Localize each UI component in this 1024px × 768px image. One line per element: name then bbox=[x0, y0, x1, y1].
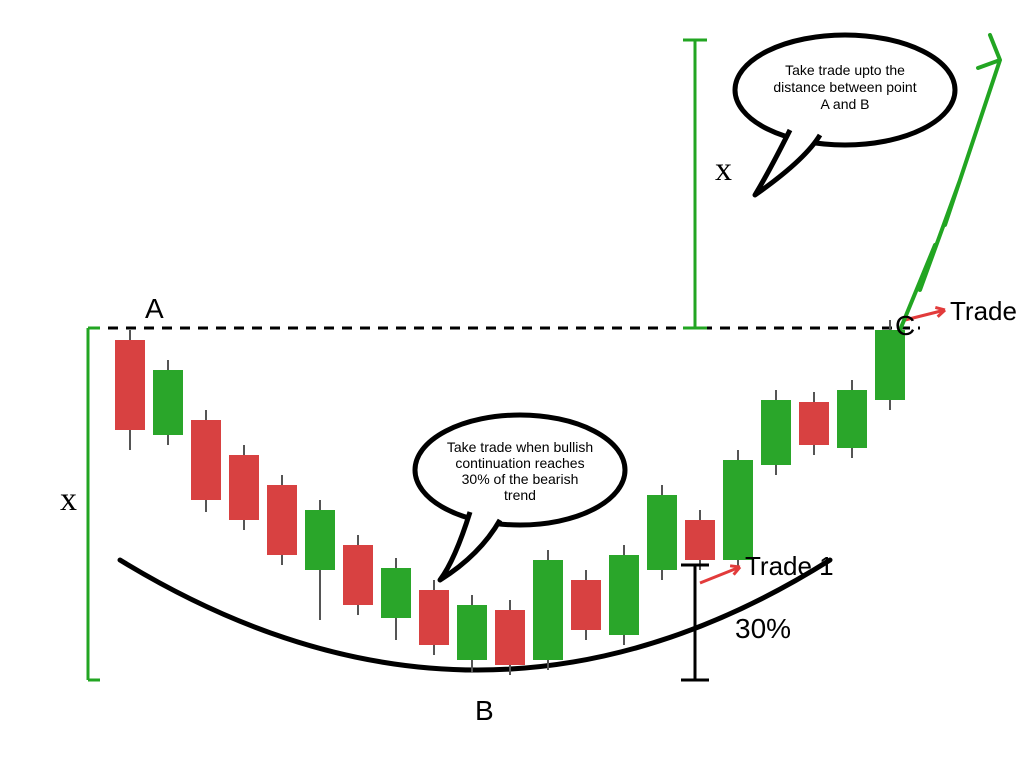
candle-body-bear bbox=[343, 545, 373, 605]
label-pct: 30% bbox=[735, 613, 791, 644]
label-C: C bbox=[895, 310, 915, 341]
candle-body-bear bbox=[267, 485, 297, 555]
candle bbox=[609, 545, 639, 645]
candle-body-bull bbox=[305, 510, 335, 570]
bubble-text: distance between point bbox=[773, 79, 916, 95]
candle bbox=[343, 535, 373, 615]
candle-body-bull bbox=[837, 390, 867, 448]
candle bbox=[191, 410, 221, 512]
bubble-text: trend bbox=[504, 487, 536, 503]
candle-body-bear bbox=[799, 402, 829, 445]
candle bbox=[267, 475, 297, 565]
candle-body-bear bbox=[419, 590, 449, 645]
label-x2: x bbox=[715, 151, 732, 188]
bubble-text: A and B bbox=[820, 96, 869, 112]
candle bbox=[571, 570, 601, 640]
candle bbox=[533, 550, 563, 670]
bubble-text: Take trade upto the bbox=[785, 62, 905, 78]
label-trade1: Trade 1 bbox=[745, 551, 834, 581]
candle-body-bull bbox=[457, 605, 487, 660]
bubble-text: continuation reaches bbox=[455, 455, 584, 471]
candle-body-bear bbox=[685, 520, 715, 560]
candle-body-bear bbox=[571, 580, 601, 630]
candle-body-bull bbox=[153, 370, 183, 435]
candle-body-bear bbox=[191, 420, 221, 500]
candle bbox=[229, 445, 259, 530]
candle-body-bear bbox=[229, 455, 259, 520]
candle-body-bull bbox=[723, 460, 753, 560]
candle bbox=[495, 600, 525, 675]
bubble-text: Take trade when bullish bbox=[447, 439, 593, 455]
trade1-arrow-head bbox=[730, 566, 740, 567]
candle-body-bear bbox=[115, 340, 145, 430]
candle-body-bull bbox=[609, 555, 639, 635]
candle bbox=[647, 485, 677, 580]
candle bbox=[761, 390, 791, 475]
label-B: B bbox=[475, 695, 494, 726]
label-x1: x bbox=[60, 481, 77, 518]
label-trade2: Trade 2 bbox=[950, 296, 1024, 326]
candle bbox=[153, 360, 183, 445]
candle-body-bull bbox=[761, 400, 791, 465]
candle-body-bull bbox=[381, 568, 411, 618]
label-A: A bbox=[145, 293, 164, 324]
candle bbox=[419, 580, 449, 655]
candle-body-bull bbox=[533, 560, 563, 660]
candle-body-bear bbox=[495, 610, 525, 665]
candle-body-bull bbox=[647, 495, 677, 570]
bubble-text: 30% of the bearish bbox=[462, 471, 579, 487]
candle bbox=[837, 380, 867, 458]
